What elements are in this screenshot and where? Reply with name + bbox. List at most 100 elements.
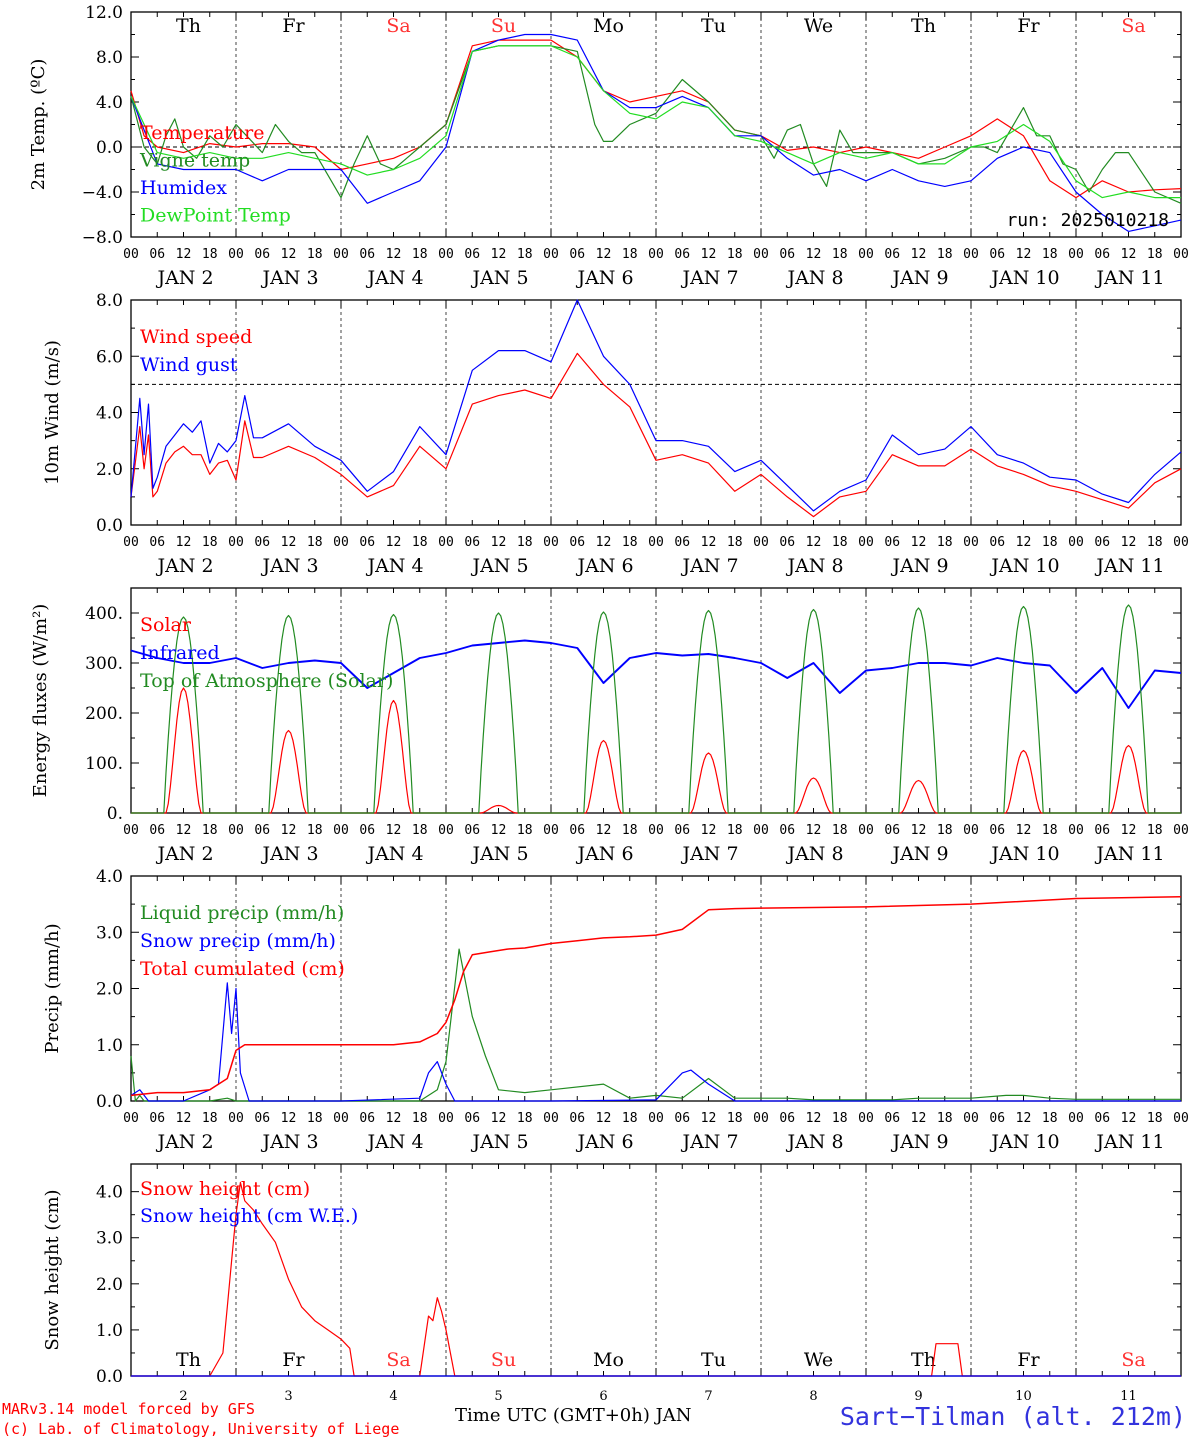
hour-tick-label: 06: [359, 823, 375, 838]
hour-tick-label: 06: [884, 823, 900, 838]
hour-tick-label: 00: [753, 1111, 769, 1126]
y-tick-label: 2.0: [96, 1275, 123, 1295]
x-axis-title: Time UTC (GMT+0h) JAN: [455, 1405, 692, 1426]
hour-tick-label: 18: [517, 247, 533, 262]
legend-entry: Snow height (cm W.E.): [140, 1205, 358, 1227]
series-line-vigne-temp: [130, 45, 1182, 204]
hour-tick-label: 00: [123, 535, 139, 550]
hour-tick-label: 00: [228, 247, 244, 262]
hour-tick-label: 12: [1016, 247, 1032, 262]
hour-tick-label: 18: [202, 247, 218, 262]
hour-tick-label: 00: [438, 247, 454, 262]
y-tick-label: 0.0: [96, 1367, 123, 1387]
series-line-dewpoint-temp: [130, 45, 1181, 199]
hour-tick-label: 12: [386, 535, 402, 550]
y-tick-label: 2.0: [96, 980, 123, 1000]
hour-tick-label: 00: [1173, 823, 1189, 838]
date-label: JAN 3: [260, 843, 318, 865]
date-label: JAN 7: [680, 843, 738, 865]
hour-tick-label: 00: [543, 247, 559, 262]
hour-tick-label: 18: [622, 823, 638, 838]
legend-entry: Solar: [140, 614, 192, 636]
hour-tick-label: 06: [359, 535, 375, 550]
hour-tick-label: 06: [569, 247, 585, 262]
date-label: JAN 10: [989, 843, 1059, 865]
hour-tick-label: 00: [1173, 247, 1189, 262]
weekday-label: Tu: [701, 1349, 726, 1371]
hour-tick-label: 00: [1068, 1111, 1084, 1126]
weekday-label: Tu: [701, 15, 726, 37]
hour-tick-label: 12: [911, 823, 927, 838]
hour-tick-label: 18: [1147, 1111, 1163, 1126]
hour-tick-label: 12: [596, 823, 612, 838]
date-label: JAN 10: [989, 1131, 1059, 1153]
legend-entry: Wind gust: [140, 354, 238, 376]
date-label: JAN 10: [989, 267, 1059, 289]
hour-tick-label: 00: [333, 823, 349, 838]
hour-tick-label: 18: [517, 823, 533, 838]
hour-tick-label: 12: [176, 1111, 192, 1126]
y-axis-label: Snow height (cm): [42, 1189, 63, 1350]
hour-tick-label: 06: [779, 535, 795, 550]
hour-tick-label: 12: [806, 1111, 822, 1126]
panel-2: 8.0 6.0 4.0 2.0 0.0 10m Wind (m/s) 00 06 12 18 JAN…: [42, 291, 1189, 577]
date-label: JAN 11: [1094, 843, 1164, 865]
weekday-label: Mo: [593, 1349, 624, 1371]
hour-tick-label: 00: [648, 823, 664, 838]
hour-tick-label: 00: [123, 247, 139, 262]
date-label: JAN 11: [1094, 1131, 1164, 1153]
weekday-label: Th: [176, 1349, 201, 1371]
hour-tick-label: 00: [1068, 535, 1084, 550]
legend-entry: Humidex: [140, 177, 227, 199]
legend-entry: Snow height (cm): [140, 1178, 310, 1200]
hour-tick-label: 06: [254, 247, 270, 262]
date-label: JAN 7: [680, 267, 738, 289]
legend-entry: Top of Atmosphere (Solar): [140, 670, 393, 692]
y-tick-label: 4.0: [96, 93, 123, 113]
hour-tick-label: 06: [254, 1111, 270, 1126]
day-number-label: 10: [1015, 1389, 1032, 1404]
y-tick-label: 200.: [85, 704, 123, 724]
date-label: JAN 9: [890, 555, 948, 577]
hour-tick-label: 06: [779, 247, 795, 262]
hour-tick-label: 06: [779, 823, 795, 838]
hour-tick-label: 06: [359, 1111, 375, 1126]
hour-tick-label: 18: [832, 1111, 848, 1126]
hour-tick-label: 12: [701, 1111, 717, 1126]
y-tick-label: 4.0: [96, 1183, 123, 1203]
hour-tick-label: 18: [727, 535, 743, 550]
y-tick-label: 1.0: [96, 1321, 123, 1341]
hour-tick-label: 18: [622, 247, 638, 262]
hour-tick-label: 12: [911, 247, 927, 262]
y-axis-label: Precip (mm/h): [42, 923, 63, 1053]
run-annotation: run: 2025010218: [1006, 210, 1169, 231]
hour-tick-label: 06: [674, 535, 690, 550]
weekday-label: Fr: [282, 15, 305, 37]
day-number-label: 5: [494, 1389, 502, 1404]
hour-tick-label: 00: [438, 823, 454, 838]
date-label: JAN 4: [365, 555, 423, 577]
date-label: JAN 8: [785, 843, 843, 865]
hour-tick-label: 00: [753, 823, 769, 838]
hour-tick-label: 06: [149, 1111, 165, 1126]
hour-tick-label: 00: [1068, 823, 1084, 838]
hour-tick-label: 00: [1173, 1111, 1189, 1126]
hour-tick-label: 18: [622, 535, 638, 550]
hour-tick-label: 12: [806, 535, 822, 550]
y-axis-label: Energy fluxes (W/m²): [30, 604, 51, 798]
hour-tick-label: 18: [307, 1111, 323, 1126]
date-label: JAN 2: [155, 843, 213, 865]
hour-tick-label: 12: [176, 247, 192, 262]
hour-tick-label: 06: [569, 823, 585, 838]
y-tick-label: 300.: [85, 654, 123, 674]
date-label: JAN 5: [470, 555, 528, 577]
hour-tick-label: 00: [963, 247, 979, 262]
y-tick-label: 0.: [107, 804, 123, 824]
y-tick-label: 400.: [85, 604, 123, 624]
hour-tick-label: 12: [596, 1111, 612, 1126]
hour-tick-label: 06: [989, 247, 1005, 262]
hour-tick-label: 12: [281, 823, 297, 838]
weekday-label: Su: [491, 15, 516, 37]
y-tick-label: 4.0: [96, 404, 123, 424]
